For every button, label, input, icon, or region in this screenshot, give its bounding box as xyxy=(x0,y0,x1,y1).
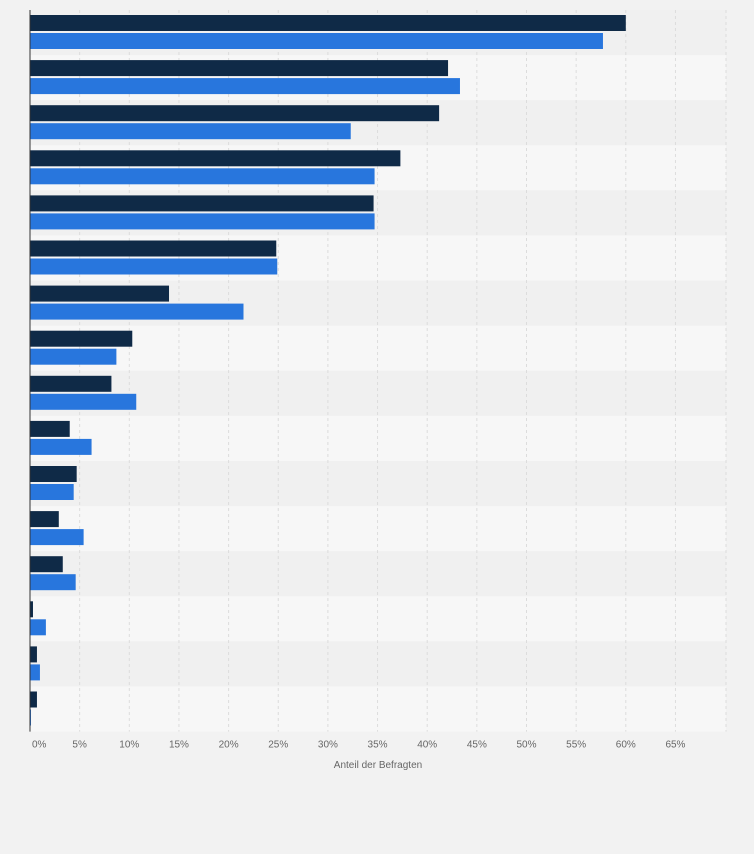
x-axis-label: Anteil der Befragten xyxy=(334,760,422,771)
bar-series-1 xyxy=(30,511,59,528)
bar-series-1 xyxy=(30,330,133,347)
bar-series-1 xyxy=(30,240,277,257)
bar-series-1 xyxy=(30,285,170,302)
bar-series-2 xyxy=(30,574,76,591)
x-tick-label: 60% xyxy=(616,740,636,751)
bar-series-1 xyxy=(30,195,374,212)
bar-series-1 xyxy=(30,556,63,573)
x-tick-label: 10% xyxy=(119,740,139,751)
bar-series-2 xyxy=(30,168,375,185)
bar-series-2 xyxy=(30,348,117,365)
bar-series-2 xyxy=(30,438,92,455)
bar-series-1 xyxy=(30,420,70,437)
x-tick-label: 15% xyxy=(169,740,189,751)
x-tick-label: 65% xyxy=(665,740,685,751)
x-tick-label: 35% xyxy=(368,740,388,751)
x-axis-ticks: 0% 5% 10% 15% 20% 25% 30% 35% 40% 45% 50% 55% 60% 65% xyxy=(32,740,686,751)
bar-series-1 xyxy=(30,150,401,167)
bar-series-1 xyxy=(30,105,440,122)
bar-series-2 xyxy=(30,664,40,681)
x-tick-label: 5% xyxy=(72,740,87,751)
bar-series-2 xyxy=(30,123,351,140)
bar-series-1 xyxy=(30,60,449,77)
x-tick-label: 0% xyxy=(32,740,47,751)
x-tick-label: 40% xyxy=(417,740,437,751)
bar-series-1 xyxy=(30,15,626,31)
bar-series-2 xyxy=(30,529,84,546)
bar-series-2 xyxy=(30,33,603,49)
bar-series-1 xyxy=(30,691,37,708)
x-tick-label: 30% xyxy=(318,740,338,751)
bar-series-1 xyxy=(30,646,37,663)
bar-series-2 xyxy=(30,78,460,95)
x-tick-label: 55% xyxy=(566,740,586,751)
bar-series-2 xyxy=(30,619,46,636)
x-tick-label: 45% xyxy=(467,740,487,751)
bar-series-2 xyxy=(30,484,74,500)
x-tick-label: 50% xyxy=(516,740,536,751)
bars xyxy=(30,15,626,726)
bar-series-2 xyxy=(30,393,137,410)
x-tick-label: 25% xyxy=(268,740,288,751)
bar-series-2 xyxy=(30,303,244,320)
bar-series-2 xyxy=(30,213,375,230)
bar-series-2 xyxy=(30,258,278,275)
bar-series-1 xyxy=(30,466,77,482)
x-tick-label: 20% xyxy=(219,740,239,751)
bar-series-1 xyxy=(30,601,33,618)
bar-series-1 xyxy=(30,375,112,392)
